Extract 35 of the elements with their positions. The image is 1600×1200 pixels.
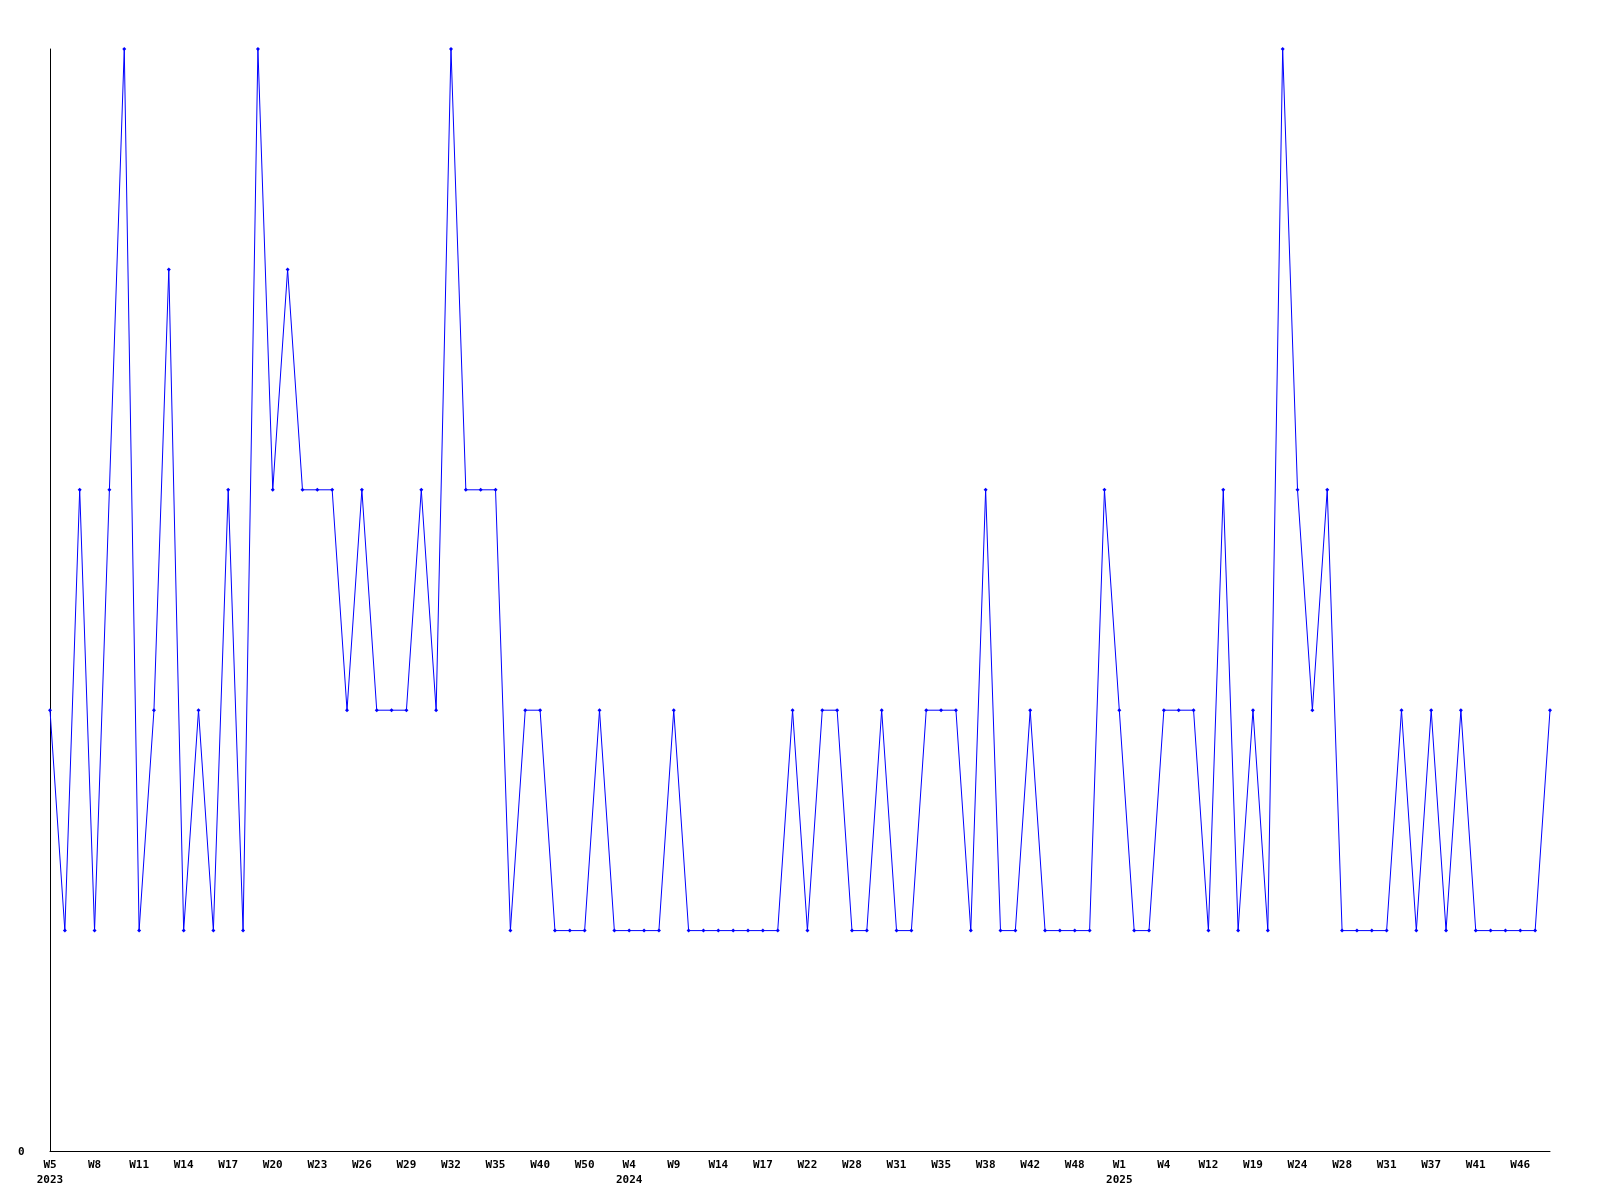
x-tick-label: W48	[1064, 1158, 1085, 1171]
x-tick-label: W41	[1465, 1158, 1487, 1171]
x-tick-label: W35	[931, 1158, 952, 1171]
x-tick-label: W28	[1332, 1158, 1353, 1171]
x-tick-label: W14	[173, 1158, 194, 1171]
x-tick-label: W4 2024	[615, 1158, 643, 1186]
x-tick-label: W24	[1287, 1158, 1308, 1171]
x-tick-label: W23	[307, 1158, 328, 1171]
x-tick-label: W38	[975, 1158, 996, 1171]
x-tick-label: W31	[886, 1158, 907, 1171]
x-tick-label: W17	[752, 1158, 773, 1171]
x-tick-label: W1 2025	[1106, 1158, 1133, 1186]
x-tick-label: W40	[530, 1158, 551, 1171]
x-tick-label: W31	[1376, 1158, 1397, 1171]
x-tick-label: W26	[351, 1158, 373, 1171]
x-tick-label: W28	[842, 1158, 862, 1171]
x-tick-label: W29	[396, 1158, 417, 1171]
x-tick-label: W17	[218, 1158, 239, 1171]
x-tick-label: W22	[797, 1158, 818, 1171]
x-tick-label: W37	[1421, 1158, 1442, 1171]
x-tick-label: W46	[1510, 1158, 1531, 1171]
x-tick-label: W12	[1198, 1158, 1219, 1171]
text: 0	[18, 1145, 25, 1158]
x-tick-label: W20	[262, 1158, 283, 1171]
x-tick-label: W14	[708, 1158, 729, 1171]
x-tick-label: W50	[574, 1158, 595, 1171]
x-tick-label: W32	[441, 1158, 461, 1171]
x-tick-label: W35	[485, 1158, 506, 1171]
x-tick-label: W42	[1020, 1158, 1041, 1171]
x-tick-label: W4	[1157, 1158, 1171, 1171]
x-tick-label: W8	[87, 1158, 102, 1171]
x-tick-label: W5 2023	[36, 1158, 64, 1186]
x-tick-label: W11	[129, 1158, 150, 1171]
x-tick-label: W19	[1243, 1158, 1263, 1171]
x-tick-label: W9	[667, 1158, 681, 1171]
